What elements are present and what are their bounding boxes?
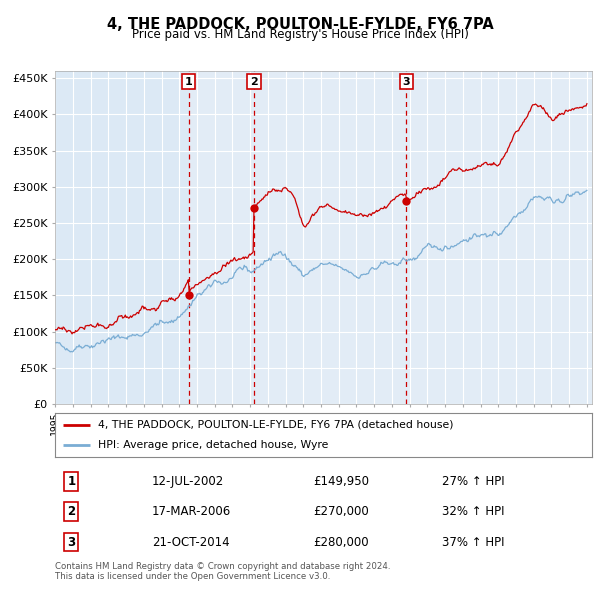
Bar [254, 71, 592, 404]
Text: £149,950: £149,950 [313, 475, 369, 488]
Text: 4, THE PADDOCK, POULTON-LE-FYLDE, FY6 7PA (detached house): 4, THE PADDOCK, POULTON-LE-FYLDE, FY6 7P… [98, 420, 454, 430]
Text: 2: 2 [67, 505, 76, 519]
Text: 12-JUL-2002: 12-JUL-2002 [152, 475, 224, 488]
Text: £270,000: £270,000 [313, 505, 369, 519]
Text: 21-OCT-2014: 21-OCT-2014 [152, 536, 229, 549]
Text: Price paid vs. HM Land Registry's House Price Index (HPI): Price paid vs. HM Land Registry's House … [131, 28, 469, 41]
Text: 3: 3 [67, 536, 76, 549]
Text: Contains HM Land Registry data © Crown copyright and database right 2024.
This d: Contains HM Land Registry data © Crown c… [55, 562, 391, 581]
Text: 37% ↑ HPI: 37% ↑ HPI [442, 536, 505, 549]
Text: £280,000: £280,000 [313, 536, 368, 549]
Text: 4, THE PADDOCK, POULTON-LE-FYLDE, FY6 7PA: 4, THE PADDOCK, POULTON-LE-FYLDE, FY6 7P… [107, 17, 493, 31]
Text: 3: 3 [402, 77, 410, 87]
Bar [188, 71, 254, 404]
Text: 2: 2 [250, 77, 258, 87]
Text: 1: 1 [185, 77, 193, 87]
Text: 17-MAR-2006: 17-MAR-2006 [152, 505, 231, 519]
Text: 1: 1 [67, 475, 76, 488]
Text: 27% ↑ HPI: 27% ↑ HPI [442, 475, 505, 488]
Text: 32% ↑ HPI: 32% ↑ HPI [442, 505, 505, 519]
Text: HPI: Average price, detached house, Wyre: HPI: Average price, detached house, Wyre [98, 440, 329, 450]
